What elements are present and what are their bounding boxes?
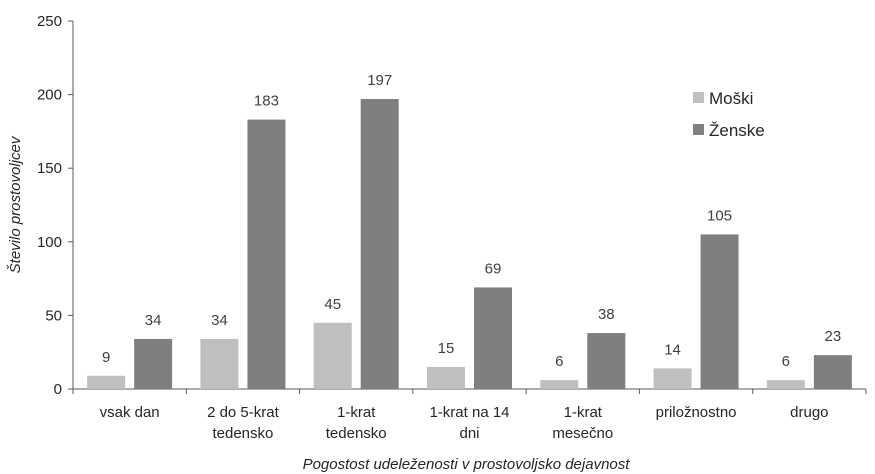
legend: Moški Ženske <box>693 89 765 140</box>
bars <box>87 99 852 390</box>
bar-moski <box>427 366 465 389</box>
bar-moski <box>540 380 579 389</box>
data-label: 69 <box>485 260 502 277</box>
y-axis-title: Število prostovoljcev <box>7 135 24 273</box>
bar-zenske <box>474 287 512 389</box>
x-tick-label: vsak dan <box>100 404 160 421</box>
data-label: 34 <box>145 312 162 329</box>
bar-zenske <box>247 119 286 390</box>
data-label: 14 <box>664 341 681 358</box>
data-label: 105 <box>707 207 732 224</box>
data-label: 23 <box>825 328 842 345</box>
bar-zenske <box>134 338 173 389</box>
category-labels: vsak dan 2 do 5-krat tedensko 1-krat tedensk… <box>100 404 829 442</box>
legend-label: Ženske <box>709 121 765 140</box>
x-tick-label: 1-krat mesečno <box>552 404 613 442</box>
bar-moski <box>653 368 692 389</box>
data-label: 197 <box>367 72 392 89</box>
data-labels: 9 34 45 15 6 14 6 34 183 197 69 38 105 23 <box>102 72 841 370</box>
y-tick-label: 250 <box>37 13 62 30</box>
x-axis <box>72 388 867 394</box>
bar-zenske <box>360 99 399 390</box>
x-tick-label: 2 do 5-krat tedensko <box>207 404 280 442</box>
x-tick-label: 1-krat na 14 dni <box>429 404 509 442</box>
x-tick-label: priložnostno <box>656 404 737 421</box>
y-tick-label: 100 <box>37 234 62 251</box>
bar-moski <box>313 322 352 389</box>
bar-moski <box>200 338 239 389</box>
y-tick-label: 50 <box>45 307 62 324</box>
legend-label: Moški <box>709 89 753 108</box>
y-tick-label: 200 <box>37 87 62 104</box>
y-tick-label: 0 <box>54 381 62 398</box>
bar-zenske <box>587 333 626 389</box>
data-label: 6 <box>782 353 790 370</box>
data-label: 15 <box>438 340 455 357</box>
y-tick-label: 150 <box>37 160 62 177</box>
bar-zenske <box>700 234 739 389</box>
data-label: 45 <box>324 296 341 313</box>
data-label: 38 <box>598 306 615 323</box>
data-label: 9 <box>102 349 110 366</box>
data-label: 6 <box>555 353 563 370</box>
x-tick-label: 1-krat tedensko <box>326 404 387 442</box>
y-axis: 0 50 100 150 200 250 <box>37 13 74 398</box>
bar-moski <box>766 380 805 389</box>
bar-zenske <box>813 355 852 389</box>
data-label: 34 <box>211 312 228 329</box>
x-axis-title: Pogostost udeleženosti v prostovoljsko d… <box>303 456 631 473</box>
legend-swatch <box>693 124 704 135</box>
bar-moski <box>87 375 126 389</box>
x-tick-label: drugo <box>790 404 828 421</box>
legend-swatch <box>693 92 704 103</box>
data-label: 183 <box>254 93 279 110</box>
